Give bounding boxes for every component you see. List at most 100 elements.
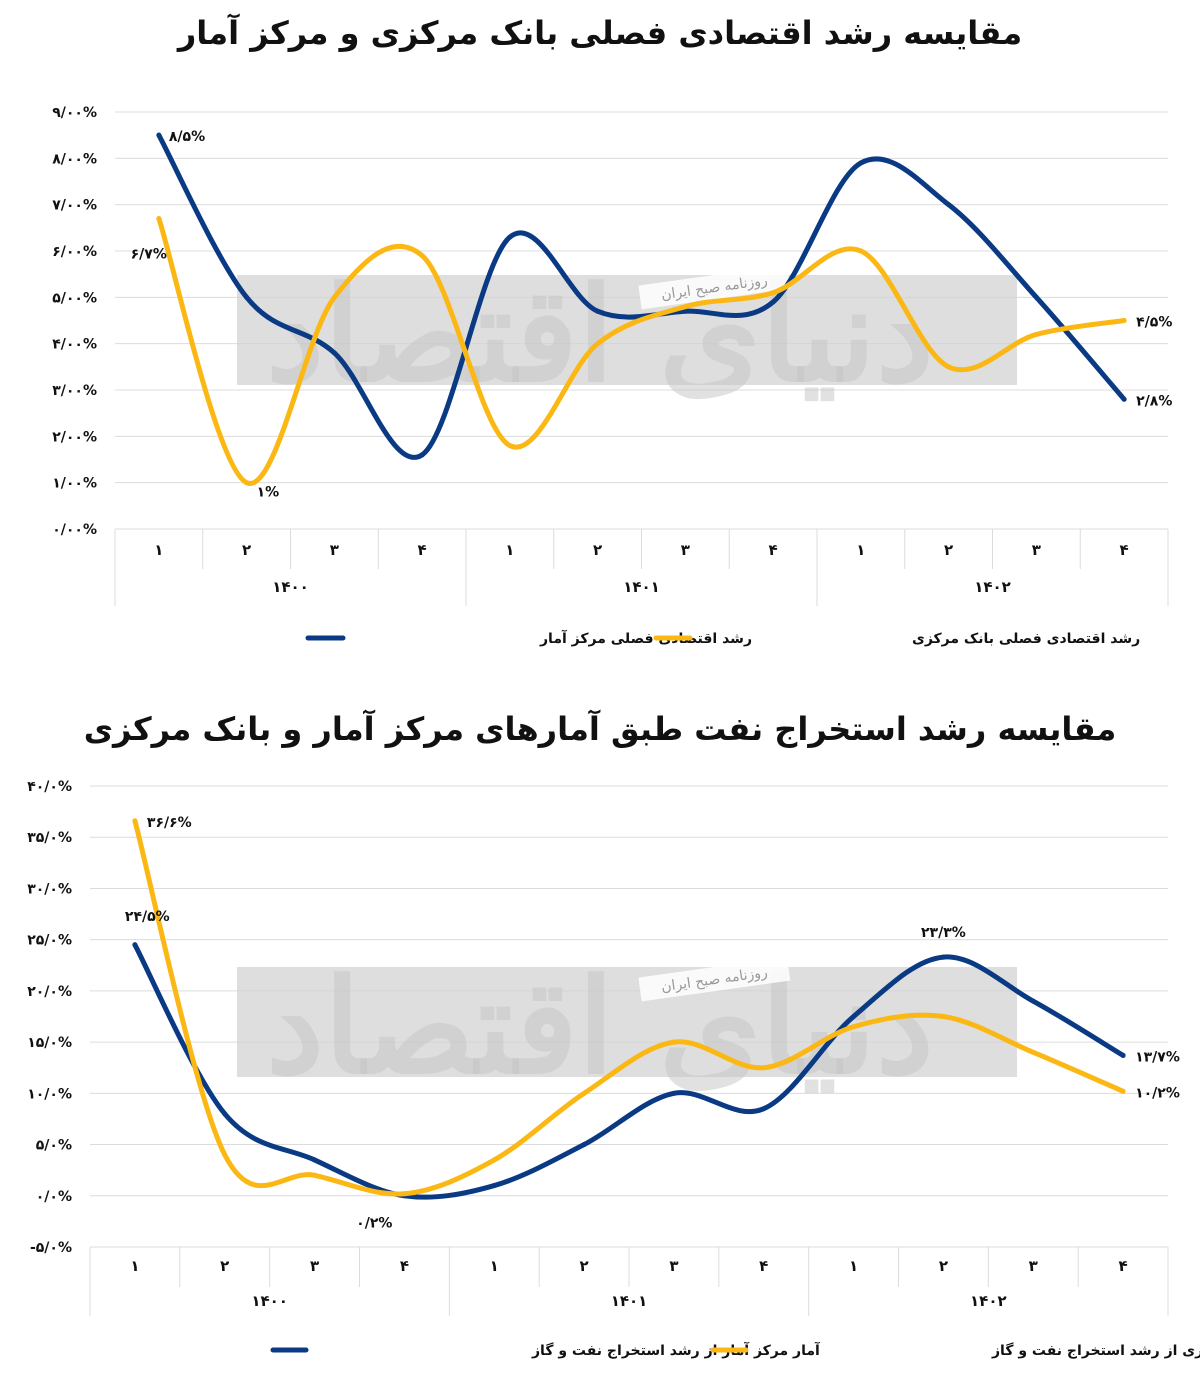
data-point bbox=[312, 1172, 318, 1178]
data-point bbox=[682, 304, 688, 310]
x-tick-label: ۱ bbox=[849, 1257, 858, 1275]
x-tick-label: ۲ bbox=[580, 1257, 589, 1275]
legend-label-1: رشد اقتصادی فصلی مرکز آمار bbox=[539, 629, 752, 647]
data-label: ۴/۵% bbox=[1136, 315, 1172, 331]
watermark-subtitle-box bbox=[638, 956, 791, 1002]
data-point bbox=[1030, 998, 1036, 1004]
y-tick-label: ۲۰/۰% bbox=[27, 984, 72, 1000]
x-tick-label: ۳ bbox=[310, 1257, 319, 1275]
y-tick-label: ۵/۰۰% bbox=[52, 290, 97, 306]
chart-2: -۵/۰% ۰/۰% ۵/۰% ۱۰/۰% ۱۵/۰% ۲۰/۰% ۲۵/۰% ۳۰/۰% ۳۵… bbox=[27, 779, 1200, 1359]
data-point bbox=[770, 290, 776, 296]
x-tick-label: ۳ bbox=[669, 1257, 678, 1275]
data-label: ۲۳/۳% bbox=[921, 925, 966, 941]
data-label: ۲۴/۵% bbox=[125, 909, 170, 925]
data-point bbox=[491, 1183, 497, 1189]
data-point bbox=[1120, 1088, 1126, 1094]
data-point bbox=[507, 443, 513, 449]
data-point bbox=[132, 818, 138, 824]
data-point bbox=[1121, 396, 1127, 402]
x-tick-label: ۴ bbox=[1120, 541, 1129, 559]
data-point bbox=[851, 1014, 857, 1019]
y-tick-label: ۱۰/۰% bbox=[27, 1086, 72, 1102]
data-point bbox=[851, 1024, 857, 1030]
x-group-label: ۱۴۰۱ bbox=[611, 1292, 648, 1310]
x-group-label: ۱۴۰۰ bbox=[272, 578, 309, 596]
chart-1-title: مقایسه رشد اقتصادی فصلی بانک مرکزی و مرک… bbox=[177, 14, 1023, 52]
data-point bbox=[761, 1106, 767, 1112]
series-line-1 bbox=[132, 942, 1126, 1200]
series-line-2 bbox=[156, 216, 1127, 486]
data-point bbox=[156, 132, 162, 138]
watermark-logo-text: دنیای اقتصاد bbox=[266, 950, 934, 1103]
data-point bbox=[1121, 318, 1127, 323]
data-point bbox=[946, 364, 952, 370]
x-group-label: ۱۴۰۰ bbox=[251, 1292, 288, 1310]
x-tick-label: ۳ bbox=[681, 541, 690, 559]
y-tick-label: -۵/۰% bbox=[30, 1240, 72, 1256]
chart-1: ۰/۰۰% ۱/۰۰% ۲/۰۰% ۳/۰۰% ۴/۰۰% ۵/۰۰% ۶/۰۰% ۷/۰۰%… bbox=[52, 105, 1172, 647]
data-point bbox=[1120, 1052, 1126, 1058]
series-line-1 bbox=[156, 132, 1127, 460]
data-point bbox=[156, 216, 162, 222]
data-point bbox=[858, 160, 864, 166]
data-label: ۱۳/۷% bbox=[1135, 1049, 1180, 1065]
data-point bbox=[507, 234, 513, 240]
x-tick-label: ۳ bbox=[1032, 541, 1041, 559]
data-point bbox=[858, 248, 864, 254]
data-label: ۰/۲% bbox=[356, 1216, 392, 1232]
y-tick-label: ۲۵/۰% bbox=[27, 933, 72, 949]
x-tick-label: ۱ bbox=[154, 541, 163, 559]
data-point bbox=[595, 341, 601, 347]
data-point bbox=[1030, 1049, 1036, 1055]
data-point bbox=[1033, 294, 1039, 300]
chart-2-title: مقایسه رشد استخراج نفت طبق آمارهای مرکز … bbox=[83, 710, 1117, 748]
x-tick-label: ۱ bbox=[856, 541, 865, 559]
legend-label-1: آمار مرکز آمار از رشد استخراج نفت و گاز bbox=[531, 1341, 821, 1359]
data-point bbox=[222, 1152, 228, 1158]
data-point bbox=[312, 1157, 318, 1163]
x-tick-label: ۳ bbox=[330, 541, 339, 559]
data-point bbox=[946, 202, 952, 208]
y-tick-label: ۳/۰۰% bbox=[52, 383, 97, 399]
data-point bbox=[671, 1039, 677, 1045]
data-point bbox=[491, 1157, 497, 1163]
data-point bbox=[401, 1191, 407, 1197]
watermark-band bbox=[237, 275, 1017, 385]
watermark-logo-text: دنیای اقتصاد bbox=[266, 258, 934, 411]
x-tick-label: ۱ bbox=[505, 541, 514, 559]
data-label: ۸/۵% bbox=[169, 129, 205, 145]
x-tick-label: ۲ bbox=[593, 541, 602, 559]
y-tick-label: ۴/۰۰% bbox=[52, 337, 97, 353]
data-point bbox=[940, 954, 946, 960]
y-tick-label: ۴۰/۰% bbox=[27, 779, 72, 795]
data-point bbox=[770, 299, 776, 305]
x-tick-label: ۱ bbox=[130, 1257, 139, 1275]
x-tick-label: ۲ bbox=[242, 541, 251, 559]
x-tick-label: ۲ bbox=[220, 1257, 229, 1275]
x-tick-label: ۱ bbox=[490, 1257, 499, 1275]
y-tick-label: ۰/۰% bbox=[36, 1189, 72, 1205]
data-point bbox=[331, 350, 337, 356]
x-tick-label: ۲ bbox=[939, 1257, 948, 1275]
y-tick-label: ۵/۰% bbox=[36, 1138, 72, 1154]
x-tick-label: ۴ bbox=[769, 541, 778, 559]
data-point bbox=[940, 1014, 946, 1019]
y-tick-label: ۸/۰۰% bbox=[52, 151, 97, 167]
data-point bbox=[419, 253, 425, 259]
data-point bbox=[222, 1111, 228, 1117]
data-point bbox=[1033, 331, 1039, 337]
data-label: ۱۰/۲% bbox=[1135, 1085, 1180, 1101]
data-label: ۶/۷% bbox=[131, 247, 167, 263]
x-group-label: ۱۴۰۲ bbox=[970, 1292, 1007, 1310]
data-point bbox=[595, 308, 601, 314]
data-point bbox=[419, 452, 425, 458]
y-tick-label: ۹/۰۰% bbox=[52, 105, 97, 121]
data-label: ۳۶/۶% bbox=[147, 815, 192, 831]
data-point bbox=[132, 942, 138, 948]
x-tick-label: ۲ bbox=[944, 541, 953, 559]
data-point bbox=[244, 480, 250, 486]
y-tick-label: ۳۵/۰% bbox=[27, 830, 72, 846]
x-group-label: ۱۴۰۱ bbox=[623, 578, 660, 596]
y-tick-label: ۲/۰۰% bbox=[52, 429, 97, 445]
